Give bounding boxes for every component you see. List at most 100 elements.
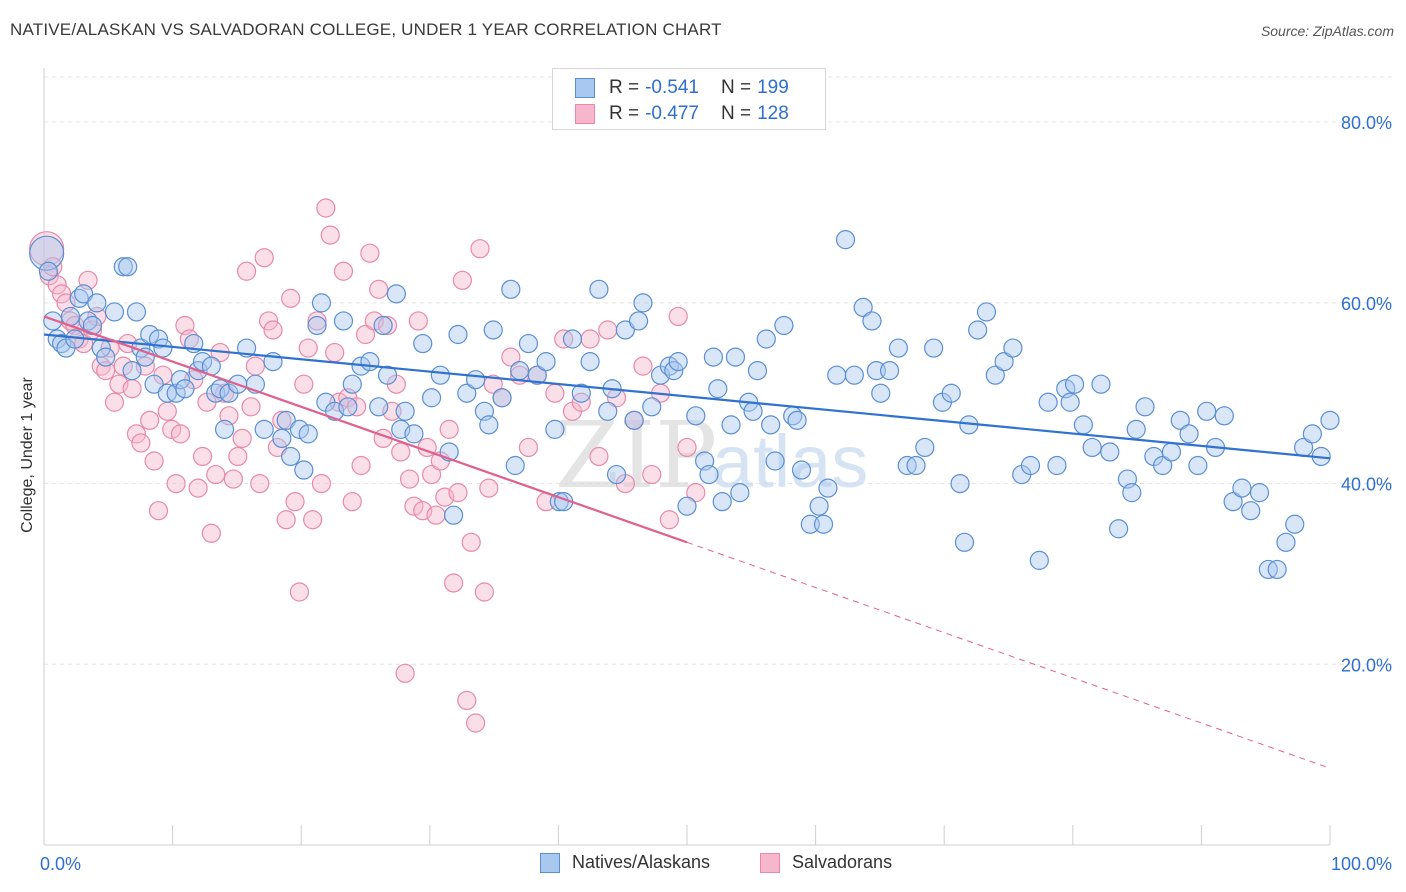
native-point bbox=[1126, 419, 1146, 439]
salvadoran-point bbox=[206, 464, 226, 485]
salvadoran-point bbox=[188, 478, 208, 498]
natives-points bbox=[29, 230, 1340, 580]
native-point bbox=[1020, 455, 1041, 476]
native-point bbox=[118, 257, 138, 277]
native-point bbox=[479, 415, 499, 435]
native-point bbox=[968, 320, 988, 340]
salvadoran-point bbox=[360, 243, 380, 263]
native-point bbox=[615, 320, 635, 340]
native-point bbox=[457, 383, 477, 403]
native-point bbox=[272, 428, 292, 449]
salvadoran-point bbox=[598, 320, 618, 340]
native-point bbox=[122, 361, 142, 381]
native-point bbox=[1232, 478, 1252, 498]
native-point bbox=[505, 455, 525, 476]
legend-row-salvadorans: R = -0.477 N = 128 bbox=[575, 103, 789, 125]
native-point bbox=[74, 284, 94, 304]
native-point bbox=[492, 388, 512, 408]
native-point bbox=[774, 315, 794, 336]
native-point bbox=[338, 397, 358, 417]
legend-r-value: -0.541 bbox=[645, 77, 699, 98]
native-point bbox=[1197, 401, 1217, 421]
native-point bbox=[1179, 424, 1199, 444]
native-point bbox=[298, 424, 318, 444]
salvadoran-point bbox=[391, 442, 411, 462]
native-point bbox=[1153, 455, 1173, 476]
legend-item-natives[interactable]: Natives/Alaskans bbox=[540, 852, 710, 873]
native-point bbox=[144, 374, 164, 394]
native-point bbox=[360, 352, 380, 372]
salvadoran-point bbox=[408, 311, 428, 331]
native-point bbox=[536, 352, 556, 372]
native-point bbox=[289, 419, 310, 439]
trend-lines bbox=[43, 315, 1331, 769]
legend-item-salvadorans[interactable]: Salvadorans bbox=[760, 852, 892, 873]
y-tick-label: 20.0% bbox=[1341, 655, 1392, 675]
native-point bbox=[1003, 338, 1023, 358]
series-legend: Natives/Alaskans Salvadorans bbox=[0, 852, 1406, 876]
salvadoran-point bbox=[148, 501, 169, 521]
salvadoran-point bbox=[421, 464, 442, 485]
salvadoran-point bbox=[545, 383, 565, 403]
native-point bbox=[994, 352, 1014, 372]
native-point bbox=[1170, 410, 1190, 430]
native-point bbox=[276, 410, 296, 430]
native-point bbox=[924, 338, 944, 358]
salvadoran-point bbox=[232, 428, 252, 449]
native-point bbox=[104, 302, 125, 322]
salvadoran-point bbox=[483, 374, 503, 394]
salvadoran-point bbox=[294, 374, 314, 394]
native-point bbox=[976, 302, 997, 322]
salvadoran-point bbox=[470, 239, 490, 259]
salvadoran-point bbox=[162, 419, 182, 439]
salvadoran-point bbox=[452, 270, 472, 290]
native-point bbox=[879, 361, 900, 381]
salvadoran-point bbox=[157, 401, 177, 421]
salvadoran-point bbox=[236, 261, 257, 281]
native-point bbox=[624, 410, 644, 430]
native-point bbox=[1267, 559, 1287, 580]
native-point bbox=[756, 329, 776, 349]
y-tick-label: 80.0% bbox=[1341, 113, 1392, 133]
native-point bbox=[170, 370, 191, 390]
native-point bbox=[404, 424, 424, 444]
native-point bbox=[1285, 514, 1305, 534]
native-point bbox=[844, 365, 864, 385]
x-tick-label-min: 0.0% bbox=[40, 854, 81, 874]
salvadoran-point bbox=[144, 451, 164, 471]
native-point bbox=[1161, 442, 1182, 462]
salvadoran-point bbox=[285, 492, 305, 512]
native-point bbox=[747, 361, 768, 381]
native-point bbox=[1109, 519, 1129, 539]
native-point bbox=[126, 302, 147, 322]
native-point bbox=[421, 388, 442, 408]
salvadoran-point bbox=[474, 582, 495, 602]
salvadorans-points bbox=[29, 198, 706, 733]
salvadoran-point bbox=[254, 248, 274, 268]
grid-lines bbox=[44, 76, 1392, 665]
native-point bbox=[664, 361, 684, 381]
salvadorans-legend-swatch bbox=[760, 852, 780, 873]
salvadoran-point bbox=[96, 361, 116, 381]
native-point bbox=[466, 370, 486, 390]
native-point bbox=[580, 352, 600, 372]
salvadoran-point bbox=[659, 510, 679, 530]
native-point bbox=[866, 361, 886, 381]
native-point bbox=[386, 284, 406, 304]
native-point bbox=[853, 297, 873, 317]
salvadoran-point bbox=[52, 284, 72, 304]
native-point bbox=[1135, 397, 1155, 417]
native-point bbox=[699, 464, 719, 485]
native-point bbox=[941, 383, 961, 403]
native-point bbox=[633, 293, 653, 313]
native-point bbox=[1122, 483, 1142, 503]
salvadoran-point bbox=[126, 424, 147, 444]
x-tick-label-max: 100.0% bbox=[1331, 854, 1392, 874]
salvadoran-point bbox=[439, 419, 459, 439]
salvadoran-point bbox=[276, 510, 296, 530]
salvadoran-point bbox=[267, 437, 288, 458]
native-point bbox=[1320, 410, 1340, 430]
salvadoran-point bbox=[201, 523, 221, 543]
native-point bbox=[518, 333, 539, 354]
native-point bbox=[311, 293, 332, 313]
